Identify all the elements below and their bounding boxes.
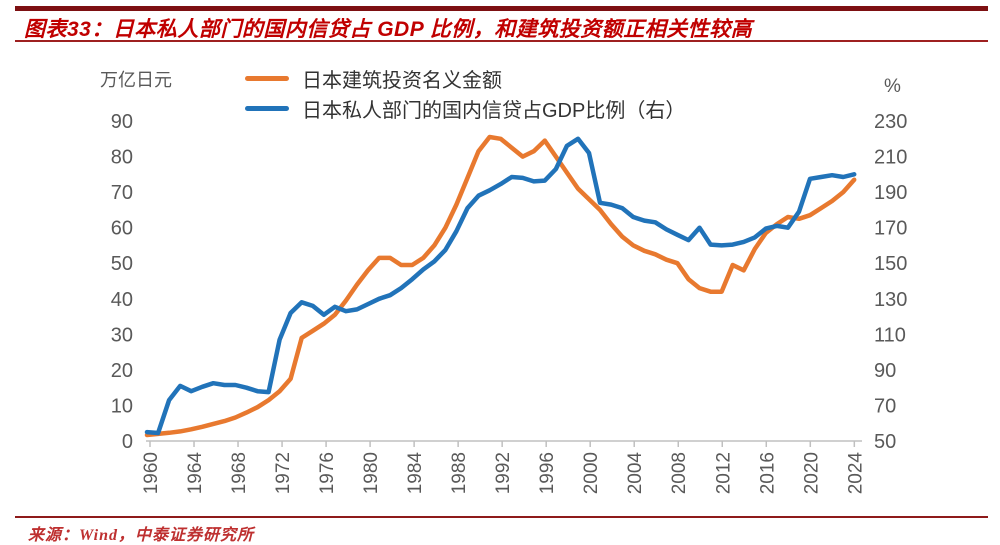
construction-investment-line bbox=[144, 134, 857, 438]
x-axis-tick-label: 2016 bbox=[757, 452, 778, 494]
left-axis-tick-label: 20 bbox=[111, 360, 133, 382]
x-axis-tick-label: 1972 bbox=[273, 452, 294, 494]
figure-title: 图表33：日本私人部门的国内信贷占 GDP 比例，和建筑投资额正相关性较高 bbox=[24, 18, 753, 41]
x-axis-tick-label: 2004 bbox=[625, 452, 646, 495]
legend-swatch-orange-line bbox=[245, 75, 289, 81]
legend-label-credit-gdp-ratio: 日本私人部门的国内信贷占GDP比例（右） bbox=[302, 99, 686, 122]
left-axis-tick-label: 50 bbox=[111, 253, 133, 275]
right-axis-tick-label: 50 bbox=[874, 431, 896, 453]
left-axis-tick-label: 40 bbox=[111, 289, 133, 311]
right-axis-tick-label: 170 bbox=[874, 218, 907, 240]
x-axis-tick-label: 1976 bbox=[317, 452, 338, 494]
x-axis-tick-label: 1968 bbox=[229, 452, 250, 494]
x-axis-tick-label: 1960 bbox=[141, 452, 162, 494]
x-axis-tick-label: 1980 bbox=[361, 452, 382, 494]
right-axis-tick-label: 130 bbox=[874, 289, 907, 311]
right-axis-tick-label: 230 bbox=[874, 111, 907, 133]
left-axis-tick-label: 70 bbox=[111, 182, 133, 204]
x-axis-tick-label: 2020 bbox=[801, 452, 822, 494]
right-axis-tick-label: 90 bbox=[874, 360, 896, 382]
x-axis-tick-label: 1984 bbox=[405, 452, 426, 495]
credit-to-gdp-ratio-line bbox=[144, 136, 857, 436]
left-axis-tick-label: 90 bbox=[111, 111, 133, 133]
left-axis-tick-label: 60 bbox=[111, 218, 133, 240]
x-axis-tick-label: 2000 bbox=[581, 452, 602, 494]
footer-divider bbox=[15, 516, 988, 518]
right-axis-tick-label: 110 bbox=[874, 324, 906, 346]
right-axis-tick-label: 150 bbox=[874, 253, 907, 275]
x-axis-tick-label: 1964 bbox=[185, 452, 206, 495]
source-note: 来源：Wind，中泰证券研究所 bbox=[28, 527, 254, 544]
left-axis-tick-label: 10 bbox=[111, 395, 133, 417]
legend-label-construction-investment: 日本建筑投资名义金额 bbox=[302, 69, 502, 92]
right-axis-tick-label: 70 bbox=[874, 395, 896, 417]
x-axis-tick-label: 1996 bbox=[537, 452, 558, 494]
x-axis-tick-label: 2024 bbox=[845, 452, 866, 495]
right-axis-tick-label: 190 bbox=[874, 182, 907, 204]
left-axis-unit-label: 万亿日元 bbox=[100, 70, 172, 90]
top-divider bbox=[15, 6, 988, 11]
left-axis-tick-label: 80 bbox=[111, 147, 133, 169]
x-axis-tick-label: 1992 bbox=[493, 452, 514, 494]
legend-item-construction-investment: 日本建筑投资名义金额 bbox=[245, 63, 685, 93]
left-axis-tick-label: 0 bbox=[122, 431, 133, 453]
right-axis-unit-label: % bbox=[884, 76, 901, 97]
title-underline bbox=[15, 40, 988, 42]
chart-legend: 日本建筑投资名义金额 日本私人部门的国内信贷占GDP比例（右） bbox=[245, 63, 685, 123]
legend-swatch-blue-line bbox=[245, 105, 289, 111]
left-axis-tick-label: 30 bbox=[111, 324, 133, 346]
x-axis-tick-label: 1988 bbox=[449, 452, 470, 494]
legend-item-credit-gdp-ratio: 日本私人部门的国内信贷占GDP比例（右） bbox=[245, 93, 685, 123]
right-axis-tick-label: 210 bbox=[874, 147, 907, 169]
x-axis-tick-label: 2012 bbox=[713, 452, 734, 494]
x-axis-tick-label: 2008 bbox=[669, 452, 690, 494]
